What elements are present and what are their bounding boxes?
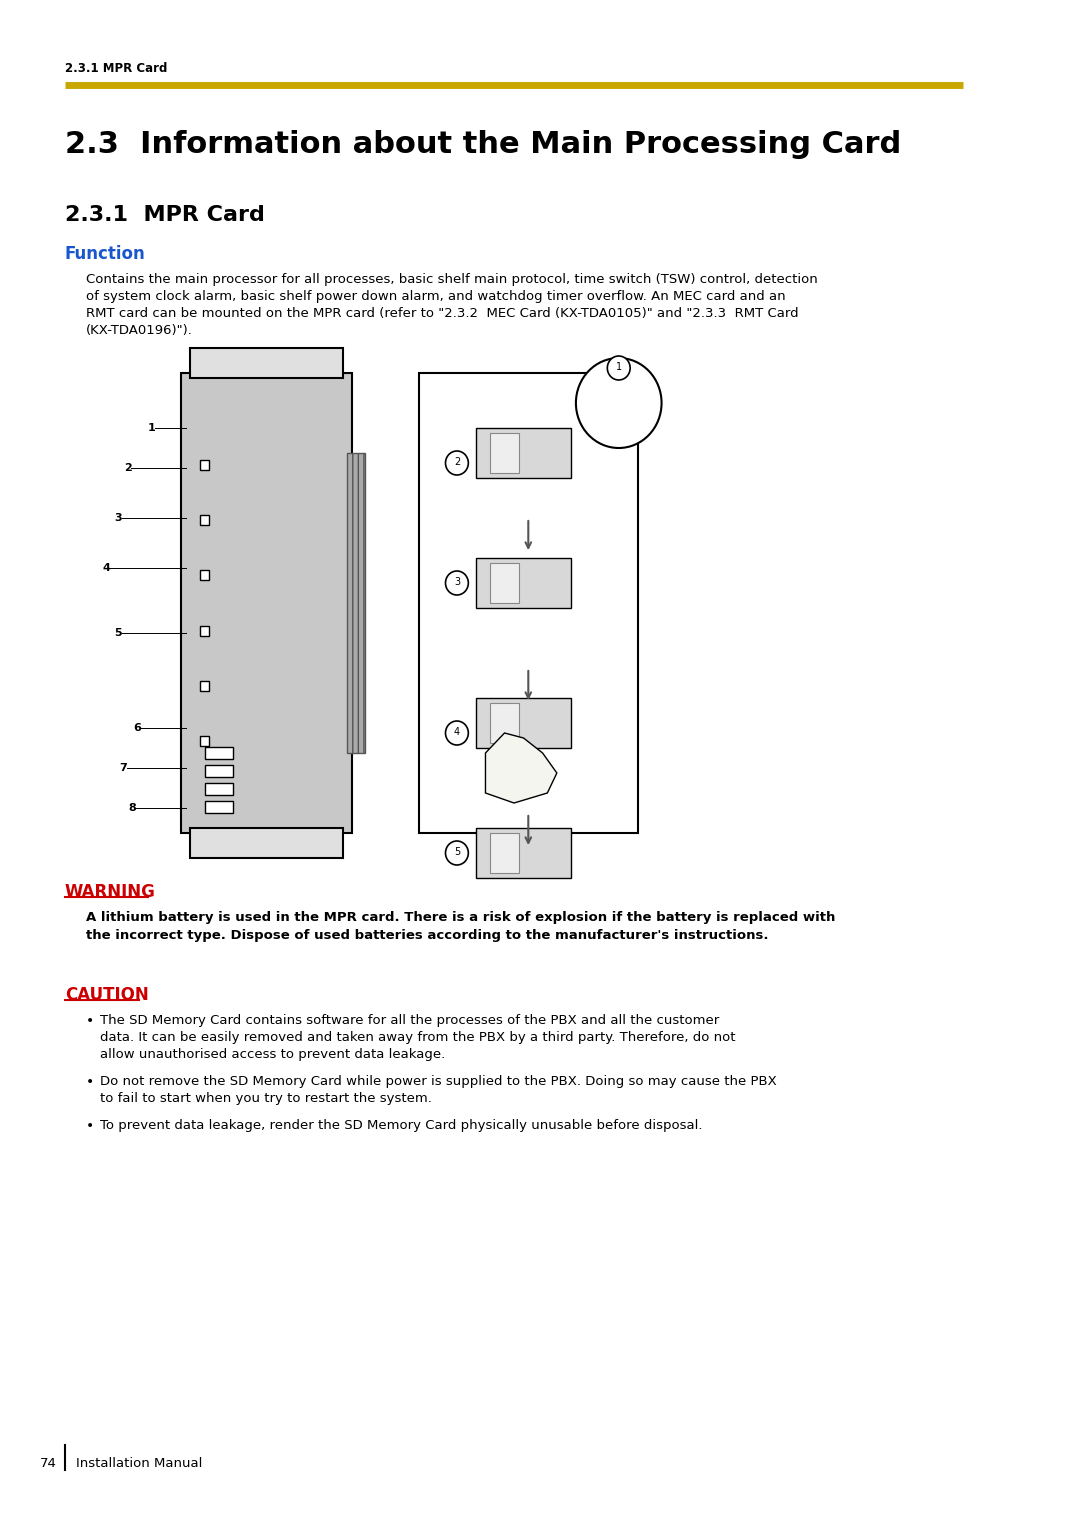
- Text: the incorrect type. Dispose of used batteries according to the manufacturer's in: the incorrect type. Dispose of used batt…: [85, 928, 768, 942]
- Bar: [200, 681, 210, 690]
- Text: •: •: [85, 1119, 94, 1133]
- Text: 1: 1: [148, 423, 156, 434]
- Circle shape: [445, 571, 469, 596]
- Text: 5: 5: [114, 628, 122, 638]
- Text: to fail to start when you try to restart the system.: to fail to start when you try to restart…: [100, 1092, 432, 1106]
- Text: 2: 2: [124, 463, 132, 473]
- Circle shape: [576, 357, 662, 447]
- Text: 4: 4: [454, 727, 460, 738]
- Bar: [200, 571, 210, 580]
- Text: allow unauthorised access to prevent data leakage.: allow unauthorised access to prevent dat…: [100, 1048, 445, 1061]
- Circle shape: [607, 356, 630, 380]
- Bar: [476, 557, 571, 608]
- Circle shape: [445, 721, 469, 745]
- Bar: [204, 765, 233, 777]
- Bar: [476, 828, 571, 878]
- Text: 4: 4: [103, 563, 110, 573]
- Bar: [200, 736, 210, 747]
- Bar: [190, 828, 342, 858]
- Bar: [190, 348, 342, 379]
- Text: CAUTION: CAUTION: [65, 986, 148, 1003]
- Circle shape: [445, 841, 469, 864]
- Bar: [200, 626, 210, 635]
- Text: 3: 3: [454, 577, 460, 586]
- Text: •: •: [85, 1014, 94, 1028]
- Circle shape: [445, 450, 469, 475]
- Text: Function: Function: [65, 244, 146, 263]
- Text: 2: 2: [454, 457, 460, 467]
- Polygon shape: [486, 733, 557, 803]
- Bar: [476, 428, 571, 478]
- Bar: [490, 434, 518, 473]
- Text: To prevent data leakage, render the SD Memory Card physically unusable before di: To prevent data leakage, render the SD M…: [100, 1119, 702, 1132]
- Bar: [476, 698, 571, 748]
- Text: 1: 1: [616, 362, 622, 373]
- Bar: [200, 460, 210, 470]
- Text: •: •: [85, 1075, 94, 1089]
- Bar: [204, 747, 233, 759]
- Text: of system clock alarm, basic shelf power down alarm, and watchdog timer overflow: of system clock alarm, basic shelf power…: [85, 290, 785, 302]
- Text: Installation Manual: Installation Manual: [77, 1457, 203, 1471]
- Text: 7: 7: [119, 764, 126, 773]
- Text: Contains the main processor for all processes, basic shelf main protocol, time s: Contains the main processor for all proc…: [85, 273, 818, 286]
- Text: data. It can be easily removed and taken away from the PBX by a third party. The: data. It can be easily removed and taken…: [100, 1031, 735, 1044]
- Bar: [180, 373, 352, 834]
- Text: 5: 5: [454, 847, 460, 857]
- Text: A lithium battery is used in the MPR card. There is a risk of explosion if the b: A lithium battery is used in the MPR car…: [85, 912, 835, 924]
- Bar: [348, 454, 365, 753]
- Text: 2.3  Information about the Main Processing Card: 2.3 Information about the Main Processin…: [65, 130, 901, 159]
- Text: WARNING: WARNING: [65, 883, 156, 901]
- Bar: [200, 515, 210, 525]
- Bar: [490, 563, 518, 603]
- Text: (KX-TDA0196)").: (KX-TDA0196)").: [85, 324, 192, 337]
- Bar: [204, 783, 233, 796]
- Text: RMT card can be mounted on the MPR card (refer to "2.3.2  MEC Card (KX-TDA0105)": RMT card can be mounted on the MPR card …: [85, 307, 798, 321]
- Text: 8: 8: [129, 803, 136, 812]
- Text: 2.3.1  MPR Card: 2.3.1 MPR Card: [65, 205, 265, 224]
- Text: 3: 3: [114, 513, 122, 524]
- Bar: [204, 802, 233, 812]
- Text: 74: 74: [40, 1457, 57, 1471]
- Text: 6: 6: [133, 722, 141, 733]
- Bar: [419, 373, 638, 834]
- Text: Do not remove the SD Memory Card while power is supplied to the PBX. Doing so ma: Do not remove the SD Memory Card while p…: [100, 1075, 777, 1089]
- Bar: [490, 702, 518, 744]
- Text: 2.3.1 MPR Card: 2.3.1 MPR Card: [65, 63, 167, 75]
- Text: The SD Memory Card contains software for all the processes of the PBX and all th: The SD Memory Card contains software for…: [100, 1014, 719, 1028]
- Bar: [490, 834, 518, 873]
